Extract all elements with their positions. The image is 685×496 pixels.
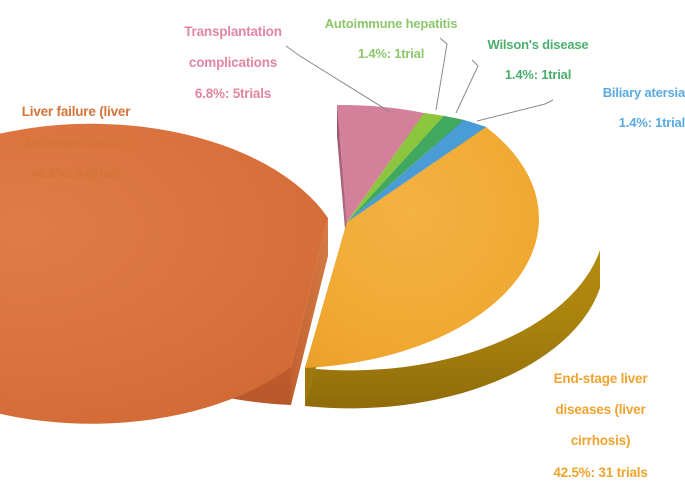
label-value: 46.6%: 34trials: [30, 166, 122, 182]
label-autoimmune-hepatitis: Autoimmune hepatitis 1.4%: 1trial: [300, 1, 482, 76]
leader-line-autoimmune: [435, 37, 448, 111]
slice-top-transplantation[interactable]: [337, 104, 424, 222]
pie-tops: [0, 104, 539, 424]
label-line-1: Autoimmune hepatitis: [324, 16, 458, 32]
label-transplantation-complications: Transplantation complications 6.8%: 5tri…: [158, 8, 308, 118]
slice-top-autoimmune[interactable]: [347, 113, 444, 222]
pie-chart-svg: [0, 37, 600, 424]
leader-line-biliary: [476, 99, 554, 122]
slice-top-biliary[interactable]: [347, 120, 486, 222]
pie-chart-figure: Transplantation complications 6.8%: 5tri…: [0, 1, 685, 480]
label-end-stage-liver-diseases: End-stage liver diseases (liver cirrhosi…: [516, 355, 685, 496]
label-value: 1.4%: 1trial: [357, 46, 425, 62]
label-value: 1.4%: 1trial: [618, 115, 685, 131]
slice-side-end-stage: [305, 250, 600, 409]
label-line-1: Liver failure (liver: [21, 103, 131, 119]
label-line-2: decompensation): [21, 134, 131, 150]
label-line-1: Biliary atersia: [602, 85, 685, 101]
label-line-2: diseases (liver: [555, 401, 646, 417]
label-line-2: complications: [188, 54, 278, 70]
label-line-1: End-stage liver: [553, 370, 648, 386]
slice-side-liver-failure-right: [291, 218, 328, 405]
label-wilsons-disease: Wilson's disease 1.4%: 1trial: [458, 22, 618, 97]
slice-side-transplantation-left: [337, 105, 347, 253]
leader-line-wilson: [455, 59, 479, 114]
label-line-1: Transplantation: [184, 23, 282, 39]
slice-top-liver-failure[interactable]: [0, 123, 328, 424]
label-value: 42.5%: 31 trials: [553, 464, 648, 480]
label-value: 6.8%: 5trials: [194, 86, 272, 102]
leader-lines: [285, 37, 554, 122]
label-line-1: Wilson's disease: [487, 37, 589, 53]
label-value: 1.4%: 1trial: [504, 67, 572, 83]
slice-top-wilson[interactable]: [347, 116, 464, 222]
leader-line-transplantation: [285, 45, 391, 113]
label-line-3: cirrhosis): [570, 433, 631, 449]
label-biliary-atersia: Biliary atersia 1.4%: 1trial: [552, 70, 685, 145]
slice-top-end-stage[interactable]: [305, 127, 539, 368]
label-liver-failure: Liver failure (liver decompensation) 46.…: [0, 88, 152, 198]
